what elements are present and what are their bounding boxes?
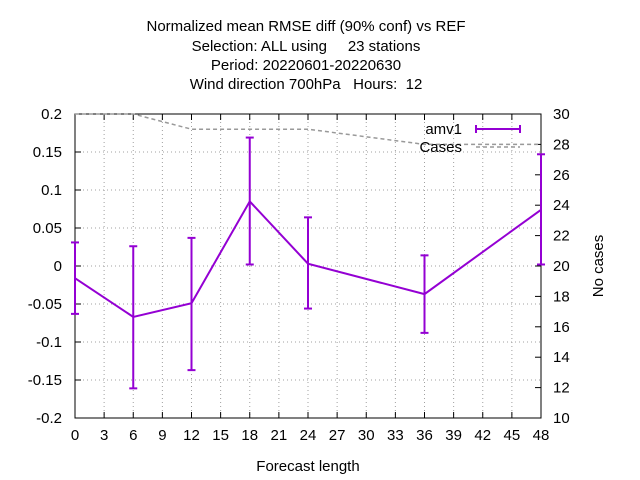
y2-tick-label: 16 xyxy=(553,319,570,336)
cases-line xyxy=(75,113,541,146)
y-tick-label: 0.2 xyxy=(41,106,62,123)
legend-label-amv1: amv1 xyxy=(425,121,462,138)
x-tick-label: 18 xyxy=(241,427,258,444)
y-tick-label: 0.15 xyxy=(33,144,62,161)
x-tick-label: 45 xyxy=(504,427,521,444)
y2-axis-label: No cases xyxy=(590,235,607,298)
axis-ticks: 0 3 6 9 12 15 18 21 24 27 30 33 36 39 42 45 480.20.150.1… xyxy=(28,106,570,444)
y-tick-label: 0.1 xyxy=(41,182,62,199)
x-tick-label: 0 xyxy=(71,427,79,444)
x-tick-label: 36 xyxy=(416,427,433,444)
y2-tick-label: 22 xyxy=(553,228,570,245)
x-tick-label: 3 xyxy=(100,427,108,444)
y2-tick-label: 20 xyxy=(553,258,570,275)
x-tick-label: 42 xyxy=(474,427,491,444)
y2-tick-label: 24 xyxy=(553,197,570,214)
y2-tick-label: 14 xyxy=(553,349,570,366)
x-tick-label: 21 xyxy=(271,427,288,444)
x-tick-label: 30 xyxy=(358,427,375,444)
y-tick-label: 0 xyxy=(54,258,62,275)
x-tick-label: 15 xyxy=(212,427,229,444)
chart-title-line-1: Normalized mean RMSE diff (90% conf) vs … xyxy=(146,18,466,35)
x-axis-label: Forecast length xyxy=(256,458,359,475)
y-tick-label: 0.05 xyxy=(33,220,62,237)
legend-label-cases: Cases xyxy=(419,139,462,156)
x-tick-label: 9 xyxy=(158,427,166,444)
cases-series xyxy=(75,113,541,146)
y-tick-label: -0.2 xyxy=(36,410,62,427)
x-tick-label: 48 xyxy=(533,427,550,444)
chart-title-line-3: Period: 20220601-20220630 xyxy=(210,57,402,74)
y2-tick-label: 28 xyxy=(553,136,570,153)
chart-title-line-2: Selection: ALL using 23 stations xyxy=(191,38,421,55)
y-tick-label: -0.05 xyxy=(28,296,62,313)
x-tick-label: 39 xyxy=(445,427,462,444)
chart-title-line-4: Wind direction 700hPa Hours: 12 xyxy=(189,76,423,93)
x-tick-label: 27 xyxy=(329,427,346,444)
y-tick-label: -0.1 xyxy=(36,334,62,351)
x-tick-label: 24 xyxy=(300,427,317,444)
x-tick-label: 12 xyxy=(183,427,200,444)
y-tick-label: -0.15 xyxy=(28,372,62,389)
y2-tick-label: 10 xyxy=(553,410,570,427)
y2-tick-label: 12 xyxy=(553,380,570,397)
y2-tick-label: 30 xyxy=(553,106,570,123)
x-tick-label: 6 xyxy=(129,427,137,444)
amv1-series xyxy=(71,136,545,390)
grid-lines xyxy=(75,114,541,418)
y2-tick-label: 26 xyxy=(553,167,570,184)
y2-tick-label: 18 xyxy=(553,288,570,305)
x-tick-label: 33 xyxy=(387,427,404,444)
